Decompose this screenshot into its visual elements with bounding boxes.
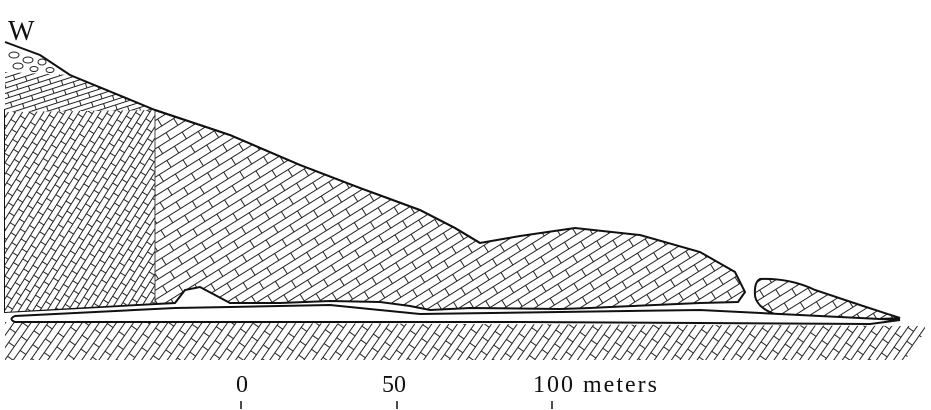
scale-label: 0 — [236, 372, 248, 398]
strata — [4, 41, 925, 360]
scale-label: 50 — [382, 372, 406, 398]
scale-label: 100 meters — [533, 372, 659, 398]
scale-bar: 0 50 100 meters — [236, 372, 659, 409]
direction-label: W — [8, 16, 35, 47]
